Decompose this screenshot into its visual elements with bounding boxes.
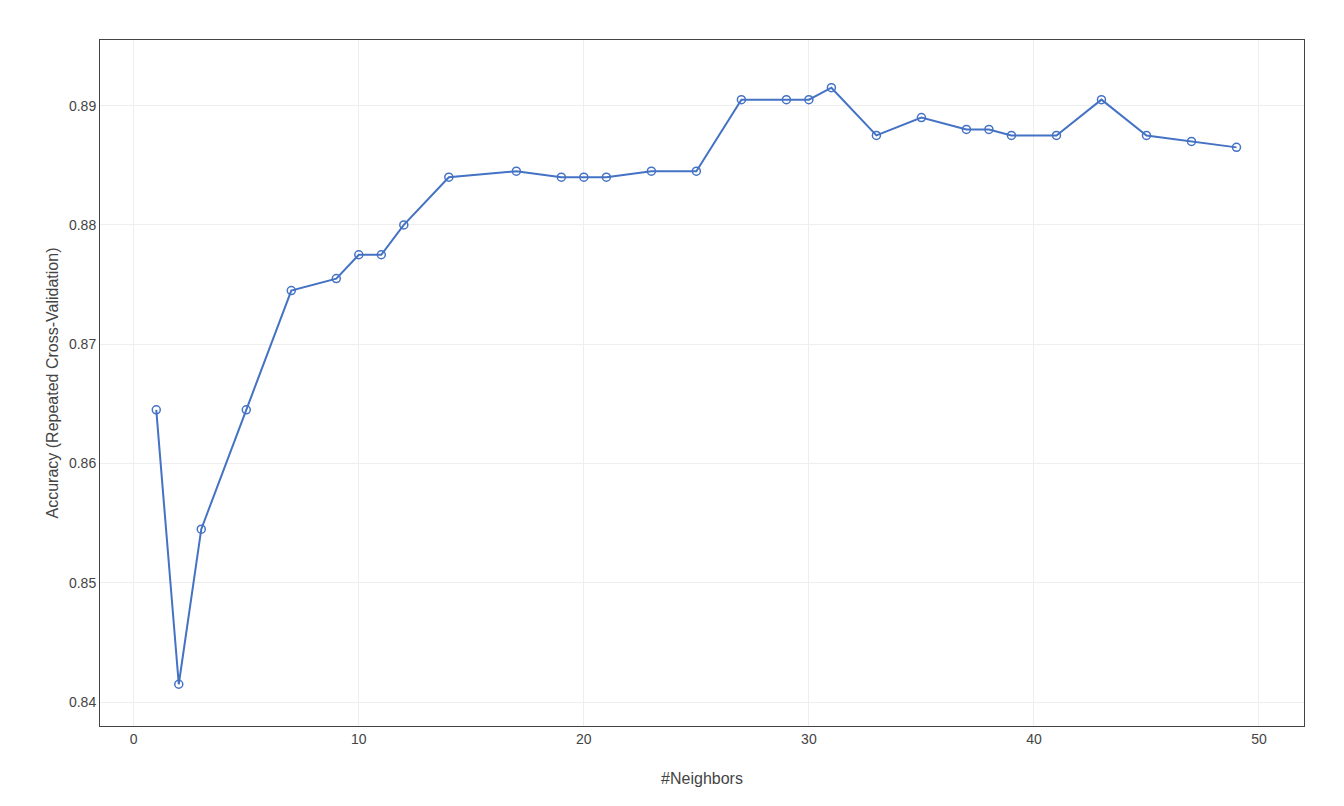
- svg-text:0.84: 0.84: [69, 694, 96, 710]
- svg-text:50: 50: [1251, 731, 1267, 747]
- svg-text:40: 40: [1026, 731, 1042, 747]
- svg-text:0.87: 0.87: [69, 336, 96, 352]
- svg-text:0: 0: [130, 731, 138, 747]
- svg-text:0.88: 0.88: [69, 217, 96, 233]
- svg-text:0.85: 0.85: [69, 575, 96, 591]
- svg-text:30: 30: [801, 731, 817, 747]
- svg-text:20: 20: [576, 731, 592, 747]
- svg-text:#Neighbors: #Neighbors: [661, 770, 743, 787]
- svg-text:0.89: 0.89: [69, 98, 96, 114]
- svg-text:Accuracy (Repeated Cross-Valid: Accuracy (Repeated Cross-Validation): [44, 248, 61, 519]
- svg-text:0.86: 0.86: [69, 455, 96, 471]
- svg-text:10: 10: [351, 731, 367, 747]
